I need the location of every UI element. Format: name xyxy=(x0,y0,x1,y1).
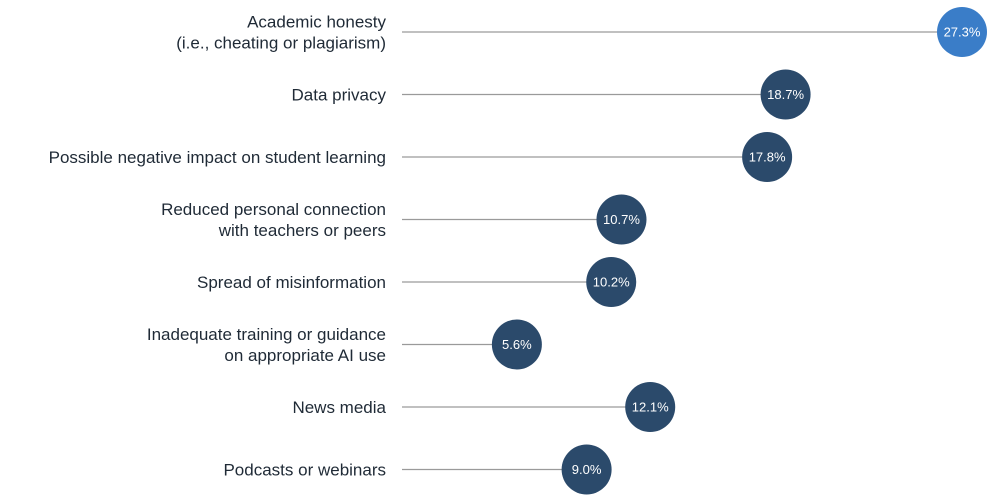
data-label: 5.6% xyxy=(502,337,532,352)
category-label: News media xyxy=(292,398,386,417)
data-label: 18.7% xyxy=(767,87,804,102)
data-label: 10.2% xyxy=(593,275,630,290)
category-label-line: on appropriate AI use xyxy=(224,346,386,365)
category-label: Academic honesty (i.e., cheating or plagi… xyxy=(176,13,386,53)
category-label-line: Possible negative impact on student lear… xyxy=(49,148,386,167)
category-label-line: (i.e., cheating or plagiarism) xyxy=(176,34,386,53)
data-point xyxy=(561,444,612,495)
category-label: Podcasts or webinars xyxy=(223,461,386,480)
chart-rows: Academic honesty (i.e., cheating or plagi… xyxy=(49,7,987,495)
data-label: 27.3% xyxy=(944,25,981,40)
data-label: 9.0% xyxy=(572,462,602,477)
chart-row: Inadequate training or guidance on approp… xyxy=(147,319,542,370)
data-point xyxy=(937,7,987,57)
category-label-line: Reduced personal connection xyxy=(161,200,386,219)
chart-row: Possible negative impact on student lear… xyxy=(49,132,793,182)
data-point xyxy=(491,319,542,370)
category-label-line: News media xyxy=(292,398,386,417)
chart-row: Spread of misinformation 10.2% xyxy=(197,257,637,307)
chart-row: Podcasts or webinars 9.0% xyxy=(223,444,612,495)
category-label: Data privacy xyxy=(292,86,387,105)
data-point xyxy=(596,194,647,245)
data-point xyxy=(742,132,793,182)
category-label-line: Podcasts or webinars xyxy=(223,461,386,480)
category-label-line: Data privacy xyxy=(292,86,387,105)
category-label: Inadequate training or guidance on approp… xyxy=(147,325,386,365)
data-point xyxy=(760,69,811,120)
chart-row: Data privacy 18.7% xyxy=(292,69,811,120)
data-point xyxy=(625,382,676,432)
chart-row: News media 12.1% xyxy=(292,382,676,432)
chart-row: Academic honesty (i.e., cheating or plagi… xyxy=(176,7,987,57)
data-point xyxy=(586,257,637,307)
data-label: 12.1% xyxy=(632,400,669,415)
category-label: Spread of misinformation xyxy=(197,273,386,292)
category-label-line: Academic honesty xyxy=(247,13,386,32)
category-label: Reduced personal connection with teachers… xyxy=(161,200,386,240)
data-label: 17.8% xyxy=(749,150,786,165)
data-label: 10.7% xyxy=(603,212,640,227)
chart-row: Reduced personal connection with teachers… xyxy=(161,194,647,245)
category-label-line: with teachers or peers xyxy=(218,221,386,240)
category-label-line: Spread of misinformation xyxy=(197,273,386,292)
category-label-line: Inadequate training or guidance xyxy=(147,325,386,344)
category-label: Possible negative impact on student lear… xyxy=(49,148,386,167)
